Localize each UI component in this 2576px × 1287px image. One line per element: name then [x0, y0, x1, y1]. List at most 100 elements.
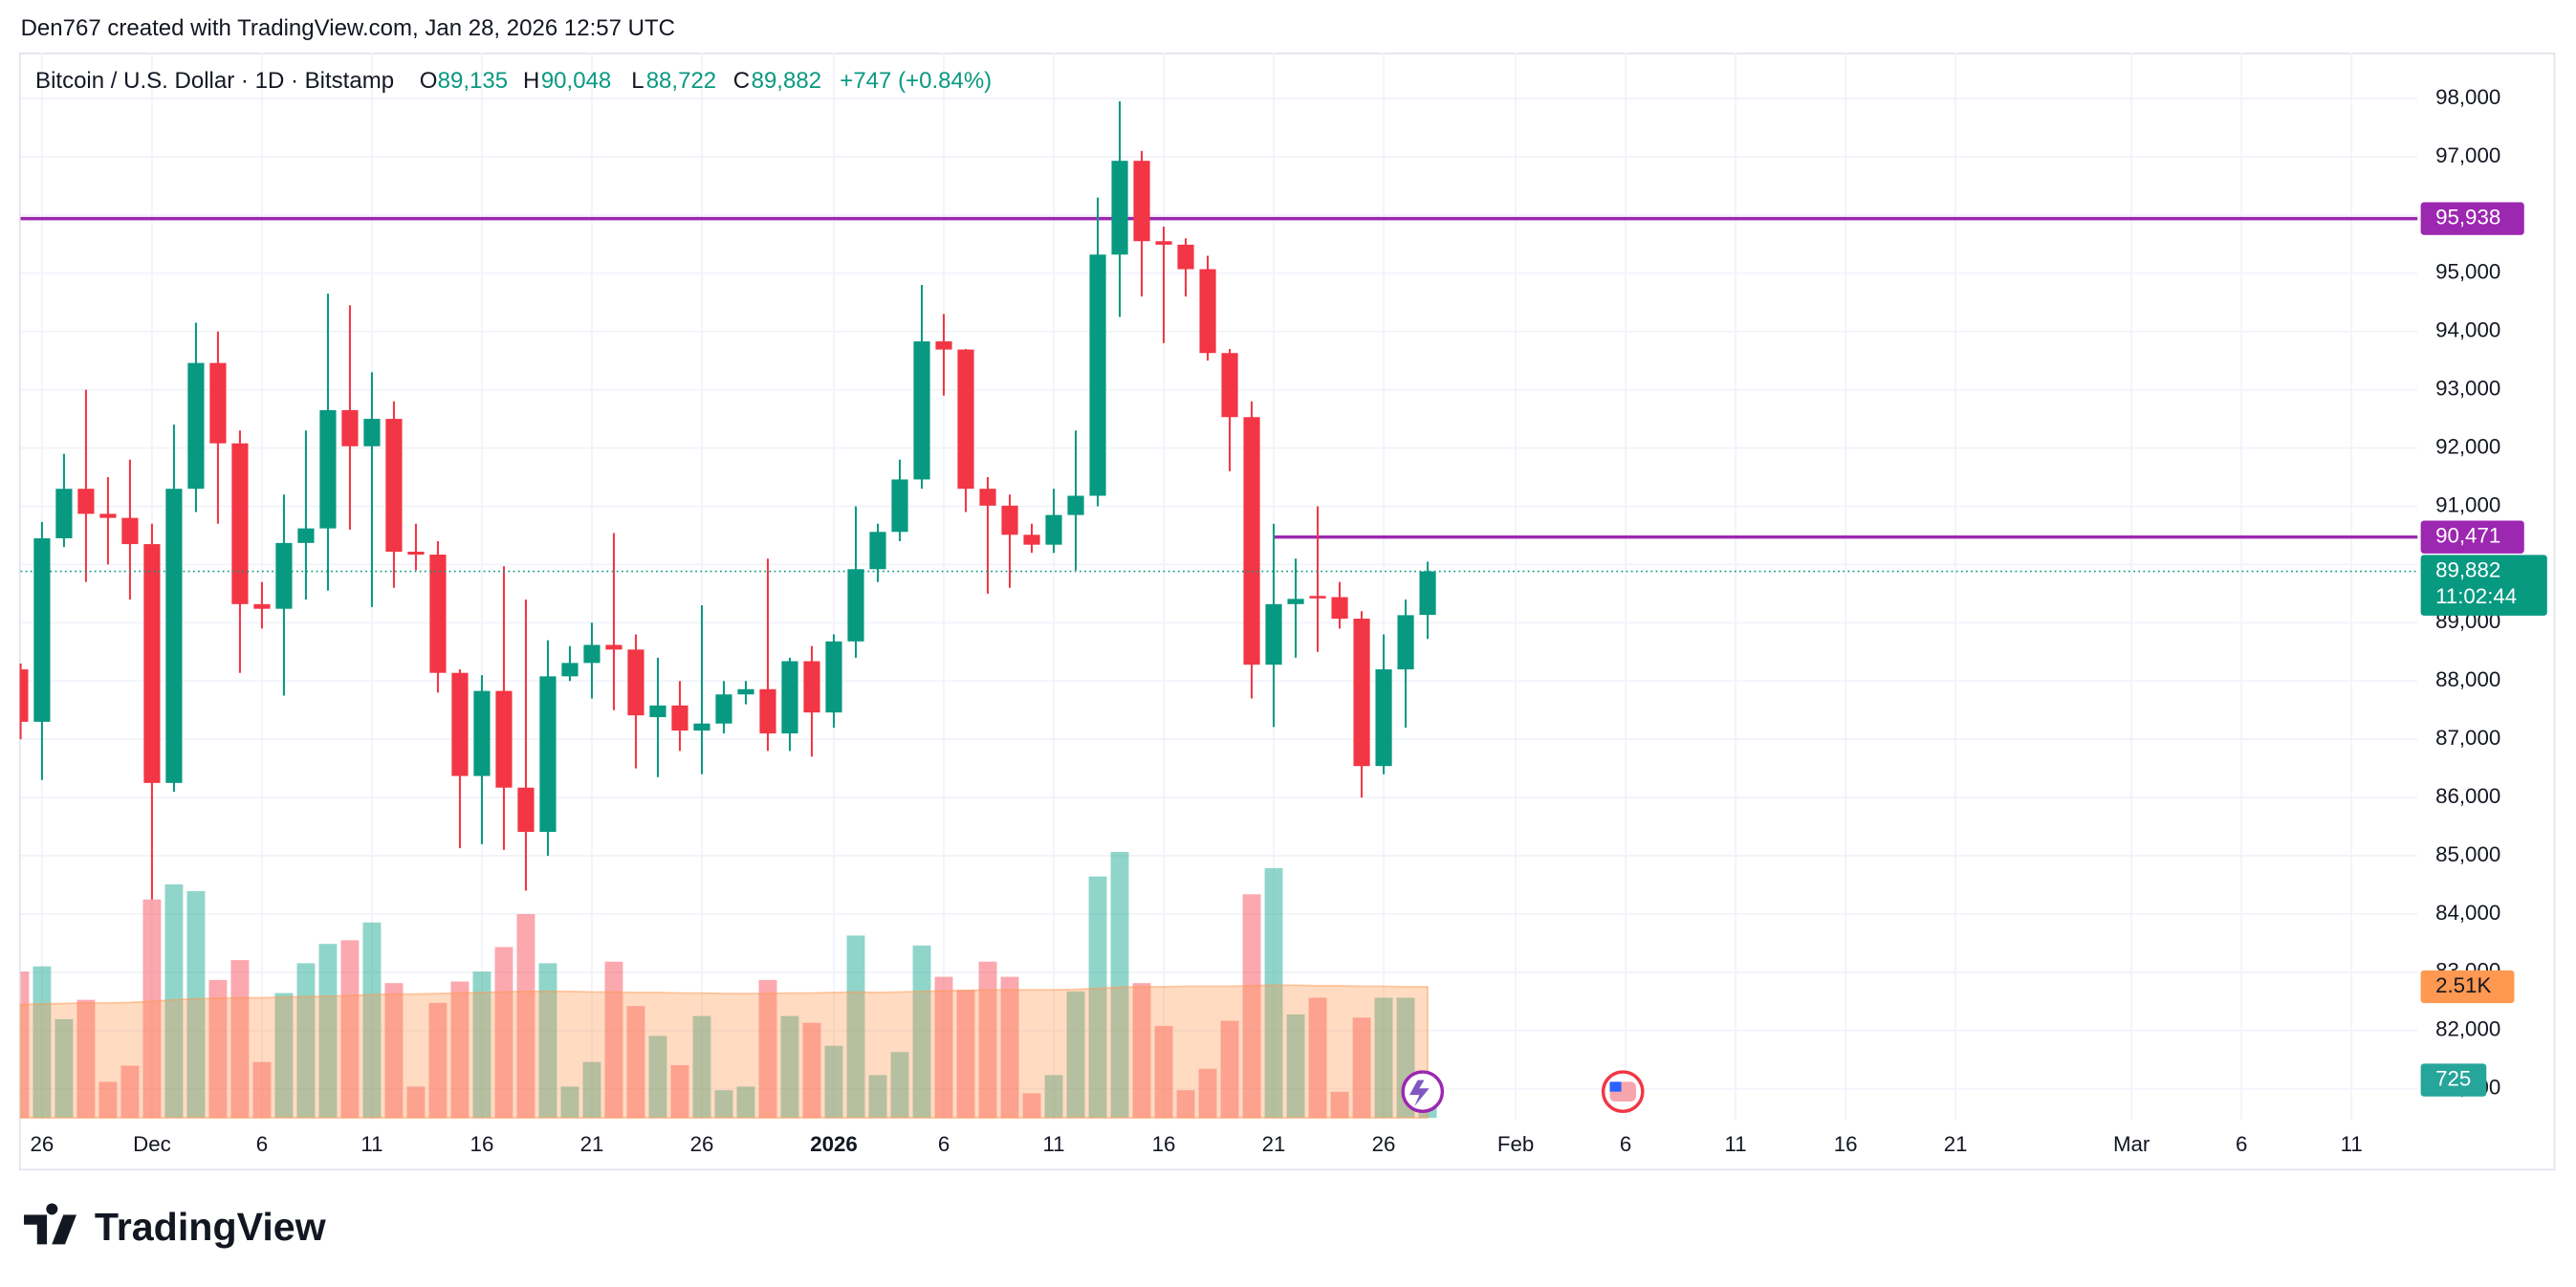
volume-bar	[780, 1015, 799, 1119]
y-tick-label: 88,000	[2435, 667, 2500, 691]
candle-body	[363, 419, 381, 447]
volume-bar	[934, 976, 953, 1119]
candle-body	[1221, 353, 1238, 418]
candle-body	[627, 649, 644, 716]
y-tick-label: 92,000	[2435, 434, 2500, 458]
candle-body	[187, 362, 205, 490]
x-tick-label: Feb	[1497, 1132, 1534, 1156]
volume-ma-area	[19, 984, 1429, 1120]
candle-body	[891, 479, 908, 533]
volume-bar	[384, 983, 404, 1119]
candle-body	[407, 551, 425, 556]
x-tick-label: Dec	[133, 1132, 171, 1156]
x-tick-label: 26	[31, 1132, 55, 1156]
volume-bar	[494, 947, 513, 1119]
brand: TradingView	[95, 1205, 327, 1249]
candle-body	[1309, 596, 1326, 599]
candle-body	[165, 489, 183, 783]
candle-body	[473, 690, 491, 776]
volume-box	[2420, 1063, 2487, 1097]
y-tick-label: 93,000	[2435, 377, 2500, 401]
volume-bar	[1088, 876, 1107, 1119]
volume-bar	[1308, 997, 1327, 1119]
y-tick-label: 84,000	[2435, 901, 2500, 925]
candle-body	[847, 569, 864, 642]
candle-body	[1243, 417, 1260, 665]
x-tick-label: 11	[360, 1132, 382, 1156]
volume-bar	[1352, 1017, 1371, 1119]
candle-body	[737, 688, 754, 695]
candle-body	[1045, 514, 1062, 545]
volume-bar	[714, 1090, 733, 1119]
ohlc-key: O	[420, 68, 438, 94]
volume-bar	[582, 1061, 601, 1119]
legend-header: Bitcoin / U.S. Dollar · 1D · Bitstamp O 89…	[35, 68, 992, 94]
candle-body	[1089, 254, 1106, 496]
volume-bar	[824, 1045, 843, 1119]
volume-bar	[186, 890, 206, 1119]
change: +747 (+0.84%)	[840, 68, 992, 94]
grid	[20, 52, 2418, 1120]
candle-body	[1375, 669, 1392, 767]
chart-title: Bitcoin / U.S. Dollar · 1D · Bitstamp	[35, 68, 394, 94]
y-tick-label: 95,000	[2435, 260, 2500, 284]
y-tick-label: 91,000	[2435, 492, 2500, 516]
ohlc-value: 89,882	[752, 68, 821, 94]
x-tick-label: 21	[1944, 1132, 1968, 1156]
candle-body	[253, 603, 271, 609]
candle-body	[121, 517, 139, 545]
x-tick-label: 26	[690, 1132, 714, 1156]
volume-bar	[120, 1065, 140, 1119]
ohlc-key: C	[733, 68, 750, 94]
volume-bar	[1242, 894, 1261, 1119]
candle-body	[715, 694, 732, 724]
volume-bar	[1374, 997, 1393, 1119]
candle-body	[429, 555, 447, 673]
candle-body	[1111, 161, 1128, 255]
x-tick-label: 21	[1262, 1132, 1286, 1156]
candle-body	[341, 409, 359, 447]
x-tick-label: 11	[2341, 1132, 2363, 1156]
x-tick-label: 6	[2236, 1132, 2247, 1156]
x-tick-label: 11	[1042, 1132, 1064, 1156]
x-tick-label: 6	[256, 1132, 268, 1156]
x-tick-label: 16	[1152, 1132, 1176, 1156]
candle-body	[495, 690, 513, 788]
candle-body	[935, 341, 952, 350]
volume-bar	[472, 971, 491, 1119]
candle-body	[209, 362, 227, 444]
event-icons	[1401, 1070, 1645, 1114]
candle-body	[759, 688, 776, 734]
brand-logo: TradingView	[24, 1203, 327, 1249]
candle-body	[297, 528, 315, 543]
volume-bar	[1220, 1020, 1239, 1119]
candle-body	[1199, 269, 1216, 354]
volume-bar	[1198, 1068, 1217, 1119]
volume-bar	[142, 899, 162, 1119]
candle-body	[451, 672, 469, 776]
candle-body	[99, 513, 117, 518]
volume-bar	[230, 960, 250, 1119]
volume-bar	[362, 922, 382, 1119]
credit: Den767 created with TradingView.com, Jan…	[21, 15, 675, 41]
candle-body	[649, 705, 666, 718]
ohlc-value: 89,135	[438, 68, 508, 94]
volume-bar	[1132, 983, 1151, 1119]
y-tick-label: 98,000	[2435, 85, 2500, 109]
volume-bar	[406, 1086, 426, 1119]
volume-bar	[164, 883, 184, 1119]
candle-body	[781, 661, 798, 734]
volume-bar	[1066, 991, 1085, 1119]
volume-bar	[252, 1061, 272, 1119]
candle-body	[1155, 241, 1172, 245]
y-tick-label: 97,000	[2435, 143, 2500, 167]
logo-icon	[24, 1203, 76, 1245]
candle-body	[671, 705, 688, 731]
y-tick-label: 86,000	[2435, 784, 2500, 808]
x-tick-label: 2026	[810, 1132, 858, 1156]
volume-bar	[208, 979, 228, 1119]
candle-body	[1287, 599, 1304, 604]
volume-bar	[450, 981, 469, 1119]
candle-body	[803, 661, 820, 713]
